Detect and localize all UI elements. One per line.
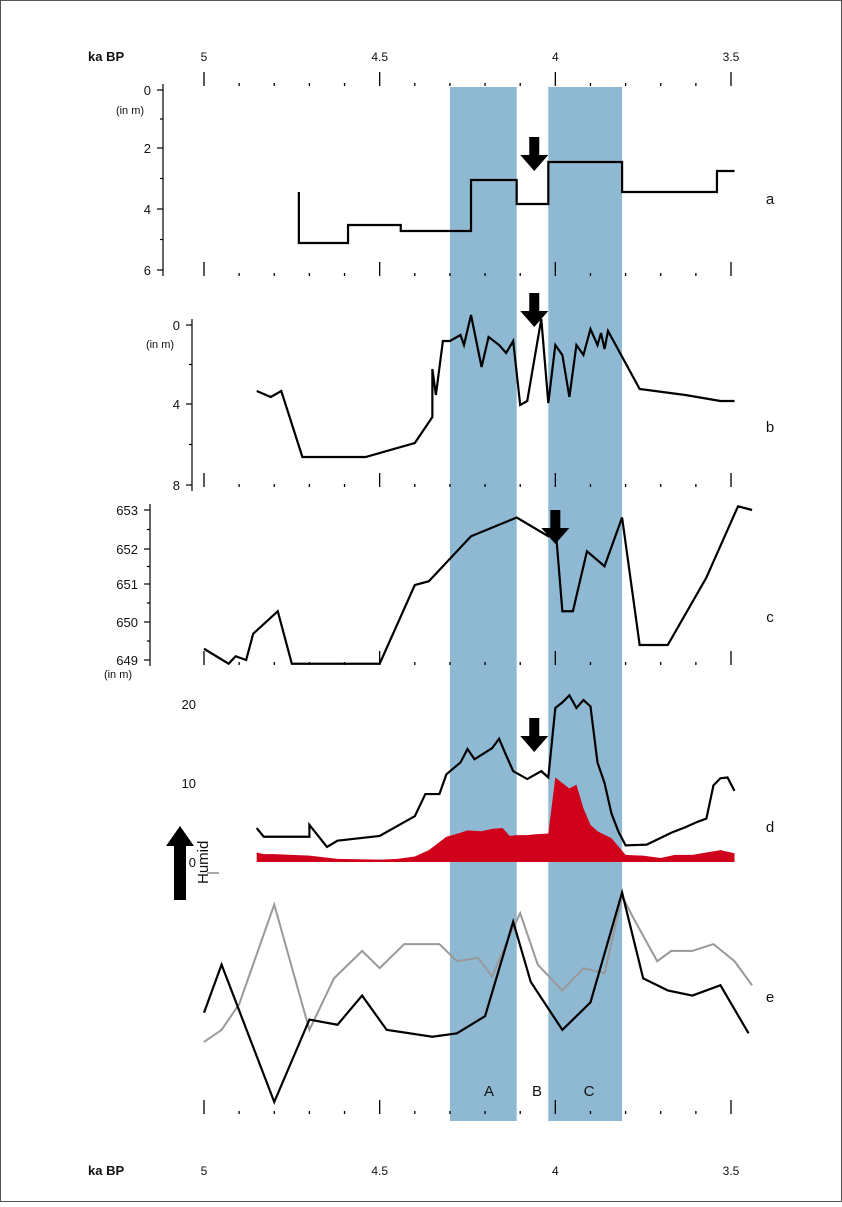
arrow-down-icon xyxy=(520,718,549,752)
panel-b: 0 4 8 (in m) b xyxy=(146,293,774,493)
series-line-1 xyxy=(202,888,750,1105)
panel-letter-e: e xyxy=(766,989,774,1006)
y-tick-label: 10 xyxy=(182,776,196,791)
y-tick-label: 0 xyxy=(144,83,151,98)
y-tick-label: 20 xyxy=(182,697,196,712)
panel-a: 0 2 4 6 (in m) a xyxy=(116,83,775,278)
band-label-c: C xyxy=(584,1083,595,1100)
band-c xyxy=(548,87,623,1121)
y-unit-label: (in m) xyxy=(146,339,174,351)
series-line-0 xyxy=(256,314,735,459)
panel-letter-a: a xyxy=(766,191,775,208)
arrow-down-icon xyxy=(520,137,549,171)
y-tick-label: 0 xyxy=(189,855,196,870)
humid-label: Humid xyxy=(195,841,212,884)
y-tick-label: 649 xyxy=(116,653,138,668)
y-tick-label: 4 xyxy=(144,202,151,217)
band-label-b: B xyxy=(532,1083,542,1100)
panel-letter-d: d xyxy=(766,819,774,836)
top-tick-label: 3.5 xyxy=(723,50,740,64)
y-tick-label: 650 xyxy=(116,615,138,630)
series-line-0 xyxy=(297,160,735,245)
y-tick-label: 2 xyxy=(144,141,151,156)
bottom-tick-label: 4 xyxy=(552,1164,559,1178)
y-tick-label: 651 xyxy=(116,577,138,592)
top-tick-label: 4 xyxy=(552,50,559,64)
panel-d: 20 10 0 d xyxy=(182,693,774,874)
y-unit-label: (in m) xyxy=(104,669,132,681)
y-tick-label: 8 xyxy=(173,478,180,493)
y-unit-label: (in m) xyxy=(116,105,144,117)
y-tick-label: 0 xyxy=(173,318,180,333)
series-line-0 xyxy=(255,693,736,849)
time-axes: ka BP ka BP 5 5 4.5 4.5 4 4 3.5 3.5 xyxy=(88,49,740,1178)
panel-e: e Humid xyxy=(166,826,774,1105)
panel-letter-b: b xyxy=(766,419,774,436)
bottom-tick-label: 4.5 xyxy=(371,1164,388,1178)
top-axis-title: ka BP xyxy=(88,49,124,64)
y-tick-label: 652 xyxy=(116,542,138,557)
bottom-tick-label: 3.5 xyxy=(723,1164,740,1178)
arrow-down-icon xyxy=(541,510,570,544)
arrow-down-icon xyxy=(520,293,549,327)
panel-letter-c: c xyxy=(766,609,774,626)
top-tick-label: 4.5 xyxy=(371,50,388,64)
bottom-axis-title: ka BP xyxy=(88,1163,124,1178)
series-fill-1 xyxy=(256,777,735,862)
panel-c: 653 652 651 650 649(in m) c xyxy=(104,503,774,681)
bottom-tick-label: 5 xyxy=(201,1164,208,1178)
y-tick-label: 6 xyxy=(144,263,151,278)
series-line-0 xyxy=(203,504,753,666)
y-tick-label: 653 xyxy=(116,503,138,518)
band-label-a: A xyxy=(484,1083,494,1100)
arrow-up-icon xyxy=(166,826,194,900)
top-tick-label: 5 xyxy=(201,50,208,64)
y-tick-label: 4 xyxy=(173,397,180,412)
